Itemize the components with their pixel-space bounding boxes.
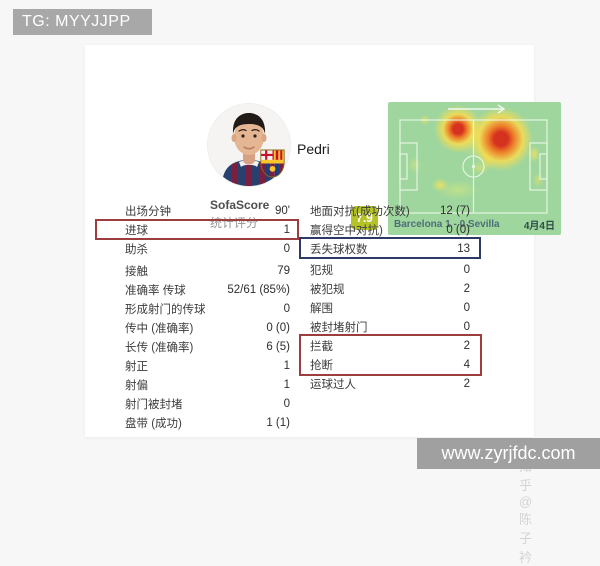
stat-label: 射偏	[125, 379, 148, 392]
player-name: Pedri	[297, 141, 330, 157]
stat-value: 2	[463, 339, 470, 352]
stat-value: 0	[463, 301, 470, 314]
stat-label: 射正	[125, 360, 148, 373]
stat-label: 传中 (准确率)	[125, 322, 194, 335]
stat-row-shots-blocked: 射门被封堵 0	[125, 394, 290, 413]
stat-row-blocked-shots: 被封堵射门 0	[310, 317, 470, 336]
stat-label: 拦截	[310, 340, 333, 353]
stat-row-shots-off-target: 射偏 1	[125, 375, 290, 394]
stat-value: 0	[463, 320, 470, 333]
stat-label: 被封堵射门	[310, 321, 368, 334]
stat-value: 6 (5)	[266, 340, 290, 353]
stat-value: 4	[463, 358, 470, 371]
stat-row-interceptions: 拦截 2	[310, 336, 470, 355]
stat-value: 90'	[275, 204, 290, 217]
zhihu-watermark: 知乎 @陈子衿	[519, 459, 533, 565]
stat-label: 运球过人	[310, 378, 356, 391]
rating-source-label: SofaScore	[210, 198, 270, 212]
stat-row-accurate-passes: 准确率 传球 52/61 (85%)	[125, 280, 290, 299]
stat-value: 1 (1)	[266, 416, 290, 429]
attack-direction-arrow	[448, 104, 506, 114]
stat-row-minutes: 出场分钟 90'	[125, 201, 290, 220]
stat-label: 地面对抗(成功次数)	[310, 205, 410, 218]
stat-value: 0	[283, 302, 290, 315]
stat-label: 准确率 传球	[125, 284, 186, 297]
stat-row-aerial-duels: 赢得空中对抗) 0 (0)	[310, 220, 470, 239]
stat-label: 解围	[310, 302, 333, 315]
stat-value: 0 (0)	[266, 321, 290, 334]
website-watermark-banner: www.zyrjfdc.com	[417, 438, 600, 469]
stat-row-possession-lost: 丢失球权数 13	[310, 239, 470, 258]
stat-value: 0	[283, 242, 290, 255]
stat-label: 丢失球权数	[310, 243, 368, 256]
stat-label: 被犯规	[310, 283, 345, 296]
stat-row-ground-duels: 地面对抗(成功次数) 12 (7)	[310, 201, 470, 220]
stat-label: 抢断	[310, 359, 333, 372]
rating-badge: 7.9	[351, 206, 378, 230]
pitch-lines	[399, 104, 548, 214]
match-date: 4月4日	[523, 220, 555, 232]
stat-row-crosses: 传中 (准确率) 0 (0)	[125, 318, 290, 337]
stat-label: 赢得空中对抗)	[310, 224, 383, 237]
page: { "banner_top": { "text": "TG: MYYJJPP" …	[13, 9, 600, 565]
stat-label: 助杀	[125, 243, 148, 256]
match-score: Barcelona 1 - 0 Sevilla	[394, 218, 500, 230]
stat-row-goals: 进球 1	[125, 220, 290, 239]
stat-row-key-passes: 形成射门的传球 0	[125, 299, 290, 318]
stat-value: 12 (7)	[439, 204, 470, 217]
stat-row-assists: 助杀 0	[125, 239, 290, 258]
stat-label: 犯规	[310, 264, 333, 277]
stat-row-long-balls: 长传 (准确率) 6 (5)	[125, 337, 290, 356]
stat-value: 1	[283, 378, 290, 391]
stat-row-clearances: 解围 0	[310, 298, 470, 317]
barcelona-crest-icon	[260, 149, 285, 178]
stat-value: 79	[277, 264, 290, 277]
stat-row-dribbled-past: 运球过人 2	[310, 374, 470, 393]
stat-row-shots-on-target: 射正 1	[125, 356, 290, 375]
stat-value: 13	[457, 242, 470, 255]
stat-label: 射门被封堵	[125, 398, 183, 411]
stat-value: 52/61 (85%)	[227, 283, 290, 296]
stat-label: 形成射门的传球	[125, 303, 206, 316]
stat-label: 盘带 (成功)	[125, 417, 182, 430]
stat-value: 1	[283, 359, 290, 372]
player-stats-card: Pedri SofaScore 统计评分 7.9 Barcelona 1 - 0…	[85, 45, 561, 565]
stats-column-left: 出场分钟 90' 进球 1 助杀 0 接触 79 准确率 传球 52/61 (85%) 形…	[125, 201, 290, 432]
heatmap-caption: Barcelona 1 - 0 Sevilla 4月4日	[388, 213, 561, 235]
stat-value: 1	[283, 223, 290, 236]
stats-column-right: 地面对抗(成功次数) 12 (7) 赢得空中对抗) 0 (0) 丢失球权数 13 犯规…	[310, 201, 470, 393]
stat-value: 2	[463, 377, 470, 390]
stat-value: 0 (0)	[446, 223, 470, 236]
stat-row-fouls: 犯规 0	[310, 260, 470, 279]
telegram-watermark-banner: TG: MYYJJPP	[13, 9, 152, 35]
stat-value: 2	[463, 282, 470, 295]
stat-value: 0	[283, 397, 290, 410]
stat-label: 出场分钟	[125, 205, 171, 218]
stat-value: 0	[463, 263, 470, 276]
player-heatmap: Barcelona 1 - 0 Sevilla 4月4日	[388, 102, 561, 235]
stat-label: 长传 (准确率)	[125, 341, 194, 354]
stat-row-touches: 接触 79	[125, 261, 290, 280]
stat-row-was-fouled: 被犯规 2	[310, 279, 470, 298]
stat-label: 接触	[125, 265, 148, 278]
stat-row-tackles: 抢断 4	[310, 355, 470, 374]
stat-label: 进球	[125, 224, 148, 237]
stat-row-dribbles: 盘带 (成功) 1 (1)	[125, 413, 290, 432]
